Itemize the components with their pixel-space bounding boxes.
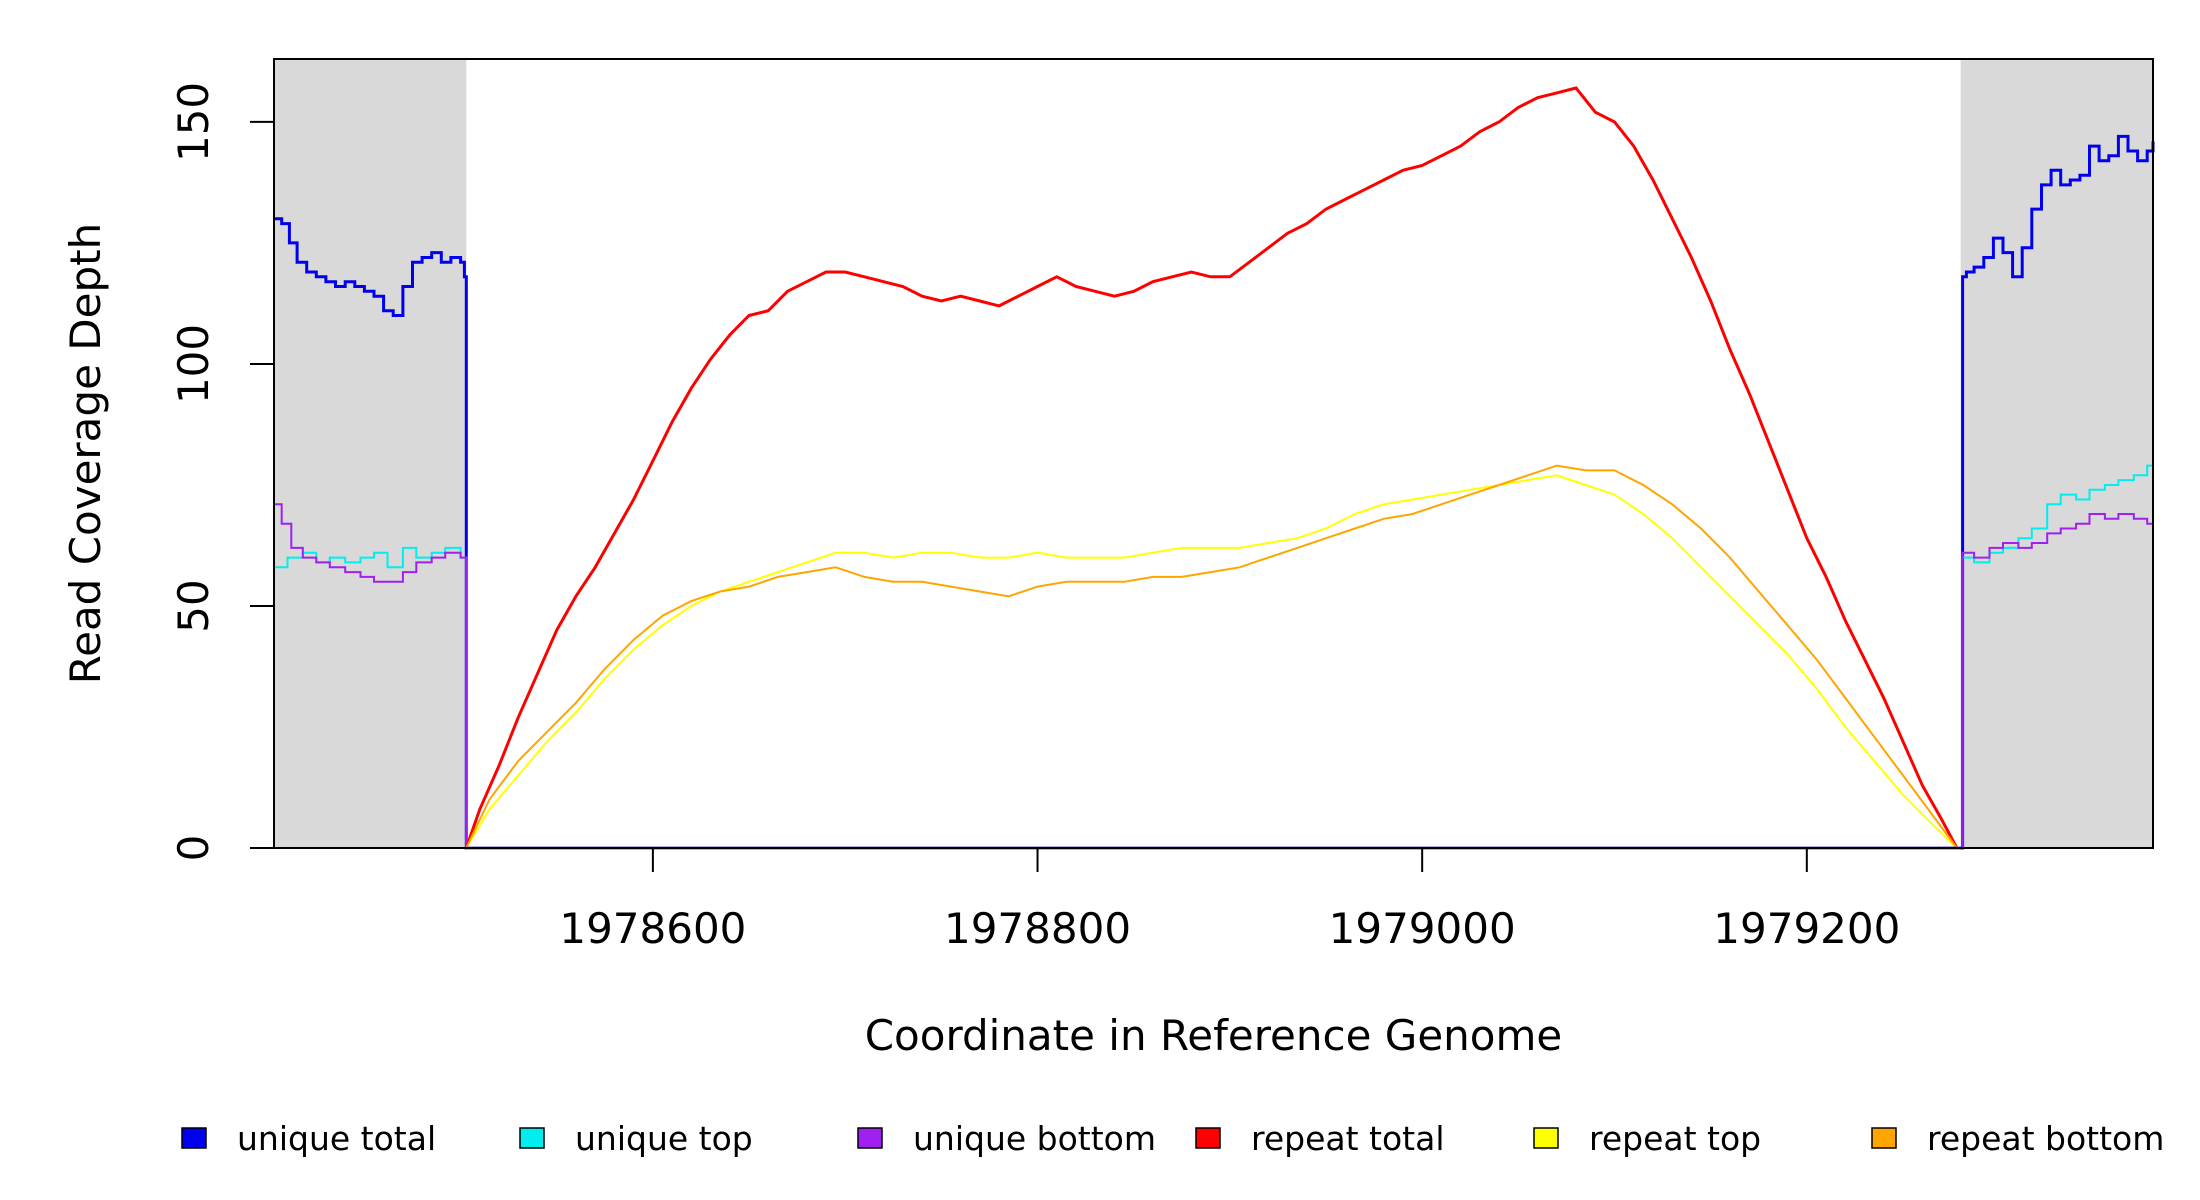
series-unique-bottom xyxy=(274,503,2153,849)
right-unique-region xyxy=(1960,59,2153,848)
legend: unique total unique top unique bottom repea… xyxy=(181,1119,2164,1158)
legend-label: unique total xyxy=(237,1119,436,1158)
y-axis: 0 50 100 150 xyxy=(169,82,275,862)
x-tick-label: 1978800 xyxy=(944,904,1131,953)
y-tick-label: 0 xyxy=(169,835,218,862)
series-repeat-bottom xyxy=(465,464,1958,849)
legend-label: repeat total xyxy=(1251,1119,1445,1158)
x-tick-label: 1979000 xyxy=(1329,904,1516,953)
series-unique-total xyxy=(274,134,2155,850)
y-tick-label: 150 xyxy=(169,82,218,162)
x-tick-label: 1979200 xyxy=(1713,904,1900,953)
series-repeat-total xyxy=(464,86,1959,849)
legend-item-repeat-top: repeat top xyxy=(1533,1119,1761,1158)
legend-swatch xyxy=(519,1127,545,1149)
y-axis-title: Read Coverage Depth xyxy=(61,223,110,684)
legend-item-unique-top: unique top xyxy=(519,1119,753,1158)
x-axis-title: Coordinate in Reference Genome xyxy=(865,1011,1563,1060)
series-repeat-top xyxy=(465,474,1958,849)
x-tick-label: 1978600 xyxy=(559,904,746,953)
x-axis: 1978600 1978800 1979000 1979200 xyxy=(559,847,1900,953)
left-unique-region xyxy=(274,59,467,848)
y-tick-label: 50 xyxy=(169,579,218,632)
legend-swatch xyxy=(1195,1127,1221,1149)
legend-item-repeat-bottom: repeat bottom xyxy=(1871,1119,2164,1158)
legend-swatch xyxy=(1533,1127,1559,1149)
legend-label: repeat top xyxy=(1589,1119,1761,1158)
legend-swatch xyxy=(181,1127,207,1149)
legend-item-repeat-total: repeat total xyxy=(1195,1119,1445,1158)
legend-label: repeat bottom xyxy=(1927,1119,2164,1158)
legend-label: unique bottom xyxy=(913,1119,1156,1158)
legend-label: unique top xyxy=(575,1119,753,1158)
legend-swatch xyxy=(1871,1127,1897,1149)
plot-frame xyxy=(273,58,2154,849)
legend-item-unique-bottom: unique bottom xyxy=(857,1119,1156,1158)
series-unique-top xyxy=(274,464,2154,849)
y-tick-label: 100 xyxy=(169,324,218,404)
legend-item-unique-total: unique total xyxy=(181,1119,436,1158)
series-lines xyxy=(274,86,2155,850)
legend-swatch xyxy=(857,1127,883,1149)
shaded-regions xyxy=(274,59,2153,848)
